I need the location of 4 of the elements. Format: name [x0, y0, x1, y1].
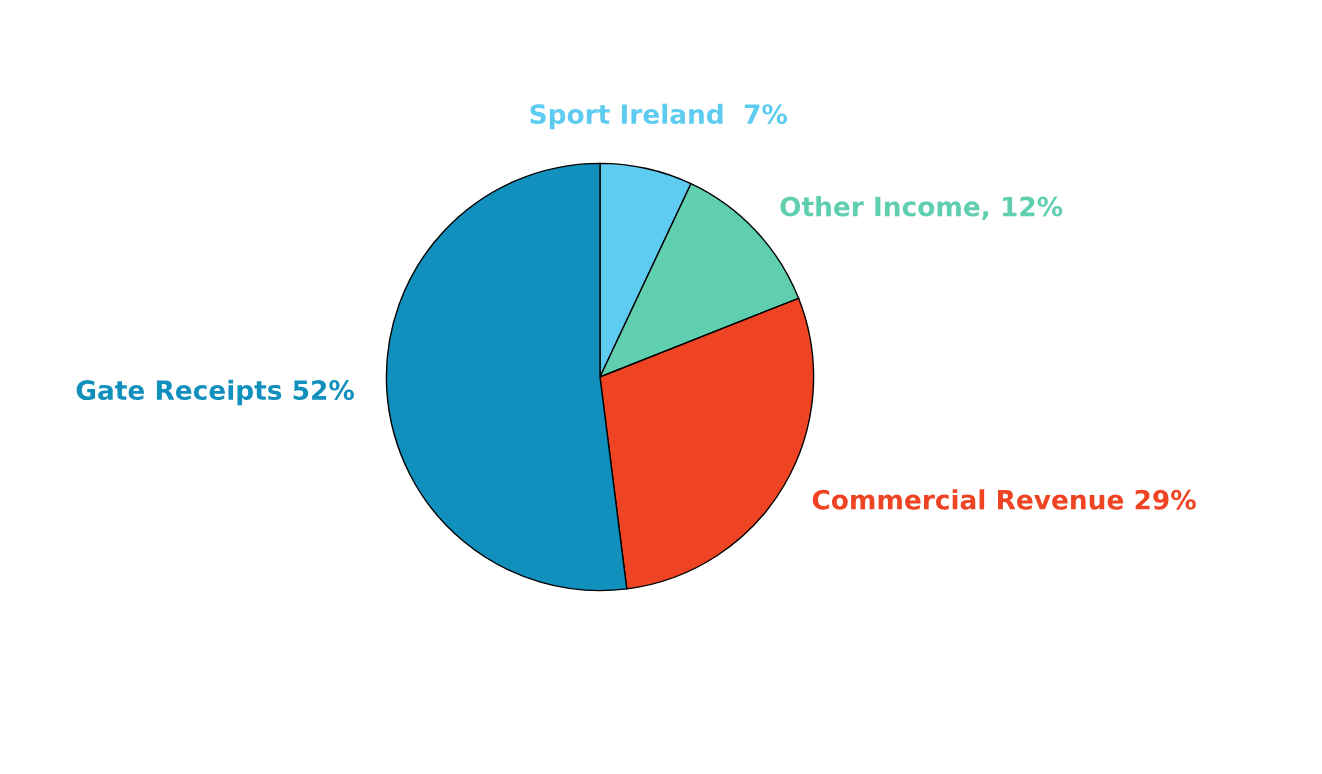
slice-label: Sport Ireland 7% — [530, 103, 788, 130]
slice-label: Other Income, 12% — [780, 196, 1063, 220]
slice-label: Commercial Revenue 29% — [812, 489, 1196, 510]
slice-label: Gate Receipts 52% — [76, 379, 354, 406]
